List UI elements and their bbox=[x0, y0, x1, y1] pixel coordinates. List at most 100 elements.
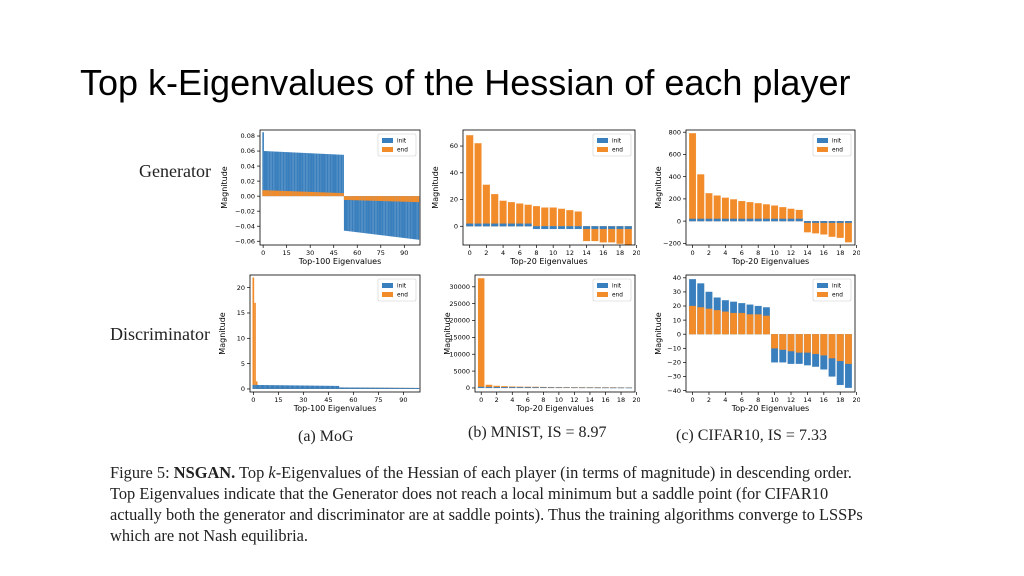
bar-end bbox=[844, 221, 852, 243]
bar-end bbox=[574, 211, 582, 227]
bar-init bbox=[414, 196, 417, 240]
bar-end bbox=[754, 203, 762, 222]
bar-init bbox=[402, 387, 405, 389]
bar-init bbox=[295, 385, 298, 389]
bar-init bbox=[340, 154, 343, 197]
bar-init bbox=[282, 151, 285, 197]
bar-init bbox=[284, 152, 286, 197]
bar-init bbox=[307, 385, 310, 389]
bar-init bbox=[330, 385, 333, 389]
bar-init bbox=[348, 196, 351, 232]
bar-end bbox=[317, 192, 319, 197]
bar-end bbox=[389, 196, 391, 202]
bar-end bbox=[271, 190, 274, 197]
bar-init bbox=[342, 387, 345, 389]
bar-end bbox=[296, 191, 299, 197]
bar-init bbox=[312, 385, 315, 389]
bar-init bbox=[294, 385, 296, 389]
y-axis-label: Magnitude bbox=[654, 166, 663, 208]
x-tick-label: 16 bbox=[601, 396, 609, 404]
bar-init bbox=[416, 196, 418, 240]
x-tick-label: 18 bbox=[836, 249, 844, 257]
x-tick-label: 18 bbox=[616, 249, 624, 257]
y-tick-label: 20 bbox=[450, 196, 458, 204]
bar-init bbox=[787, 218, 795, 222]
bar-init bbox=[583, 226, 591, 230]
x-tick-label: 6 bbox=[740, 249, 744, 257]
y-tick-label: 600 bbox=[669, 151, 681, 159]
plot-frame bbox=[474, 274, 636, 393]
bar-end bbox=[295, 191, 297, 197]
bar-end bbox=[282, 190, 285, 197]
bar-init bbox=[406, 196, 409, 239]
bar-end bbox=[624, 226, 632, 246]
bar-end bbox=[310, 191, 313, 197]
bar-init bbox=[404, 387, 406, 389]
x-tick-label: 20 bbox=[853, 396, 860, 404]
bar-end bbox=[491, 194, 499, 227]
x-tick-label: 4 bbox=[723, 249, 727, 257]
bar-end bbox=[409, 196, 412, 202]
bar-init bbox=[373, 196, 376, 235]
y-tick-label: 0 bbox=[454, 222, 458, 230]
bar-end bbox=[414, 196, 417, 203]
bar-init bbox=[300, 385, 303, 389]
bar-end bbox=[795, 334, 803, 353]
bar-init bbox=[306, 153, 308, 197]
bar-init bbox=[400, 196, 402, 238]
bar-end bbox=[276, 190, 279, 197]
x-tick-label: 60 bbox=[353, 249, 361, 257]
bar-end bbox=[318, 192, 321, 197]
y-tick-label: 5 bbox=[241, 360, 245, 368]
bar-init bbox=[395, 387, 398, 389]
bar-init bbox=[493, 386, 501, 389]
x-tick-label: 12 bbox=[566, 249, 574, 257]
bar-init bbox=[616, 226, 624, 230]
bar-end bbox=[356, 196, 359, 201]
bar-init bbox=[401, 196, 404, 238]
bar-init bbox=[303, 152, 305, 197]
bar-init bbox=[376, 196, 379, 235]
bar-init bbox=[407, 387, 410, 389]
x-tick-label: 0 bbox=[261, 249, 265, 257]
x-tick-label: 18 bbox=[836, 396, 844, 404]
bar-init bbox=[689, 218, 697, 222]
bar-end bbox=[332, 192, 335, 197]
bar-init bbox=[836, 221, 844, 223]
bar-init bbox=[289, 152, 291, 197]
x-tick-label: 6 bbox=[518, 249, 522, 257]
y-tick-label: −10 bbox=[667, 345, 681, 353]
bar-end bbox=[771, 205, 779, 222]
y-tick-label: 15 bbox=[237, 309, 245, 317]
bar-init bbox=[508, 387, 516, 389]
legend-label-init: init bbox=[832, 284, 842, 290]
bar-init bbox=[746, 218, 754, 222]
x-tick-label: 4 bbox=[723, 396, 727, 404]
bar-init bbox=[274, 385, 276, 389]
bar-init bbox=[387, 387, 390, 389]
bar-init bbox=[399, 387, 401, 389]
x-tick-label: 12 bbox=[787, 396, 795, 404]
bar-init bbox=[395, 196, 398, 238]
legend-swatch-init bbox=[382, 138, 393, 143]
x-tick-label: 16 bbox=[599, 249, 607, 257]
y-tick-label: −40 bbox=[667, 387, 681, 395]
bar-init bbox=[273, 151, 275, 197]
bar-init bbox=[359, 387, 361, 389]
bar-end bbox=[331, 192, 333, 197]
bar-init bbox=[397, 387, 400, 389]
x-tick-label: 0 bbox=[251, 396, 255, 404]
bar-init bbox=[344, 387, 346, 389]
bar-end bbox=[314, 192, 316, 197]
bar-init bbox=[269, 385, 271, 389]
legend-label-init: init bbox=[832, 139, 842, 145]
x-axis-label: Top-20 Eigenvalues bbox=[731, 257, 809, 266]
bar-init bbox=[372, 196, 374, 235]
bar-end bbox=[281, 190, 283, 197]
bar-init bbox=[390, 387, 393, 389]
x-axis-label: Top-100 Eigenvalues bbox=[293, 404, 377, 413]
bar-init bbox=[267, 151, 269, 197]
bar-init bbox=[324, 385, 326, 389]
y-axis-label: Magnitude bbox=[220, 166, 229, 208]
bar-init bbox=[292, 152, 294, 197]
